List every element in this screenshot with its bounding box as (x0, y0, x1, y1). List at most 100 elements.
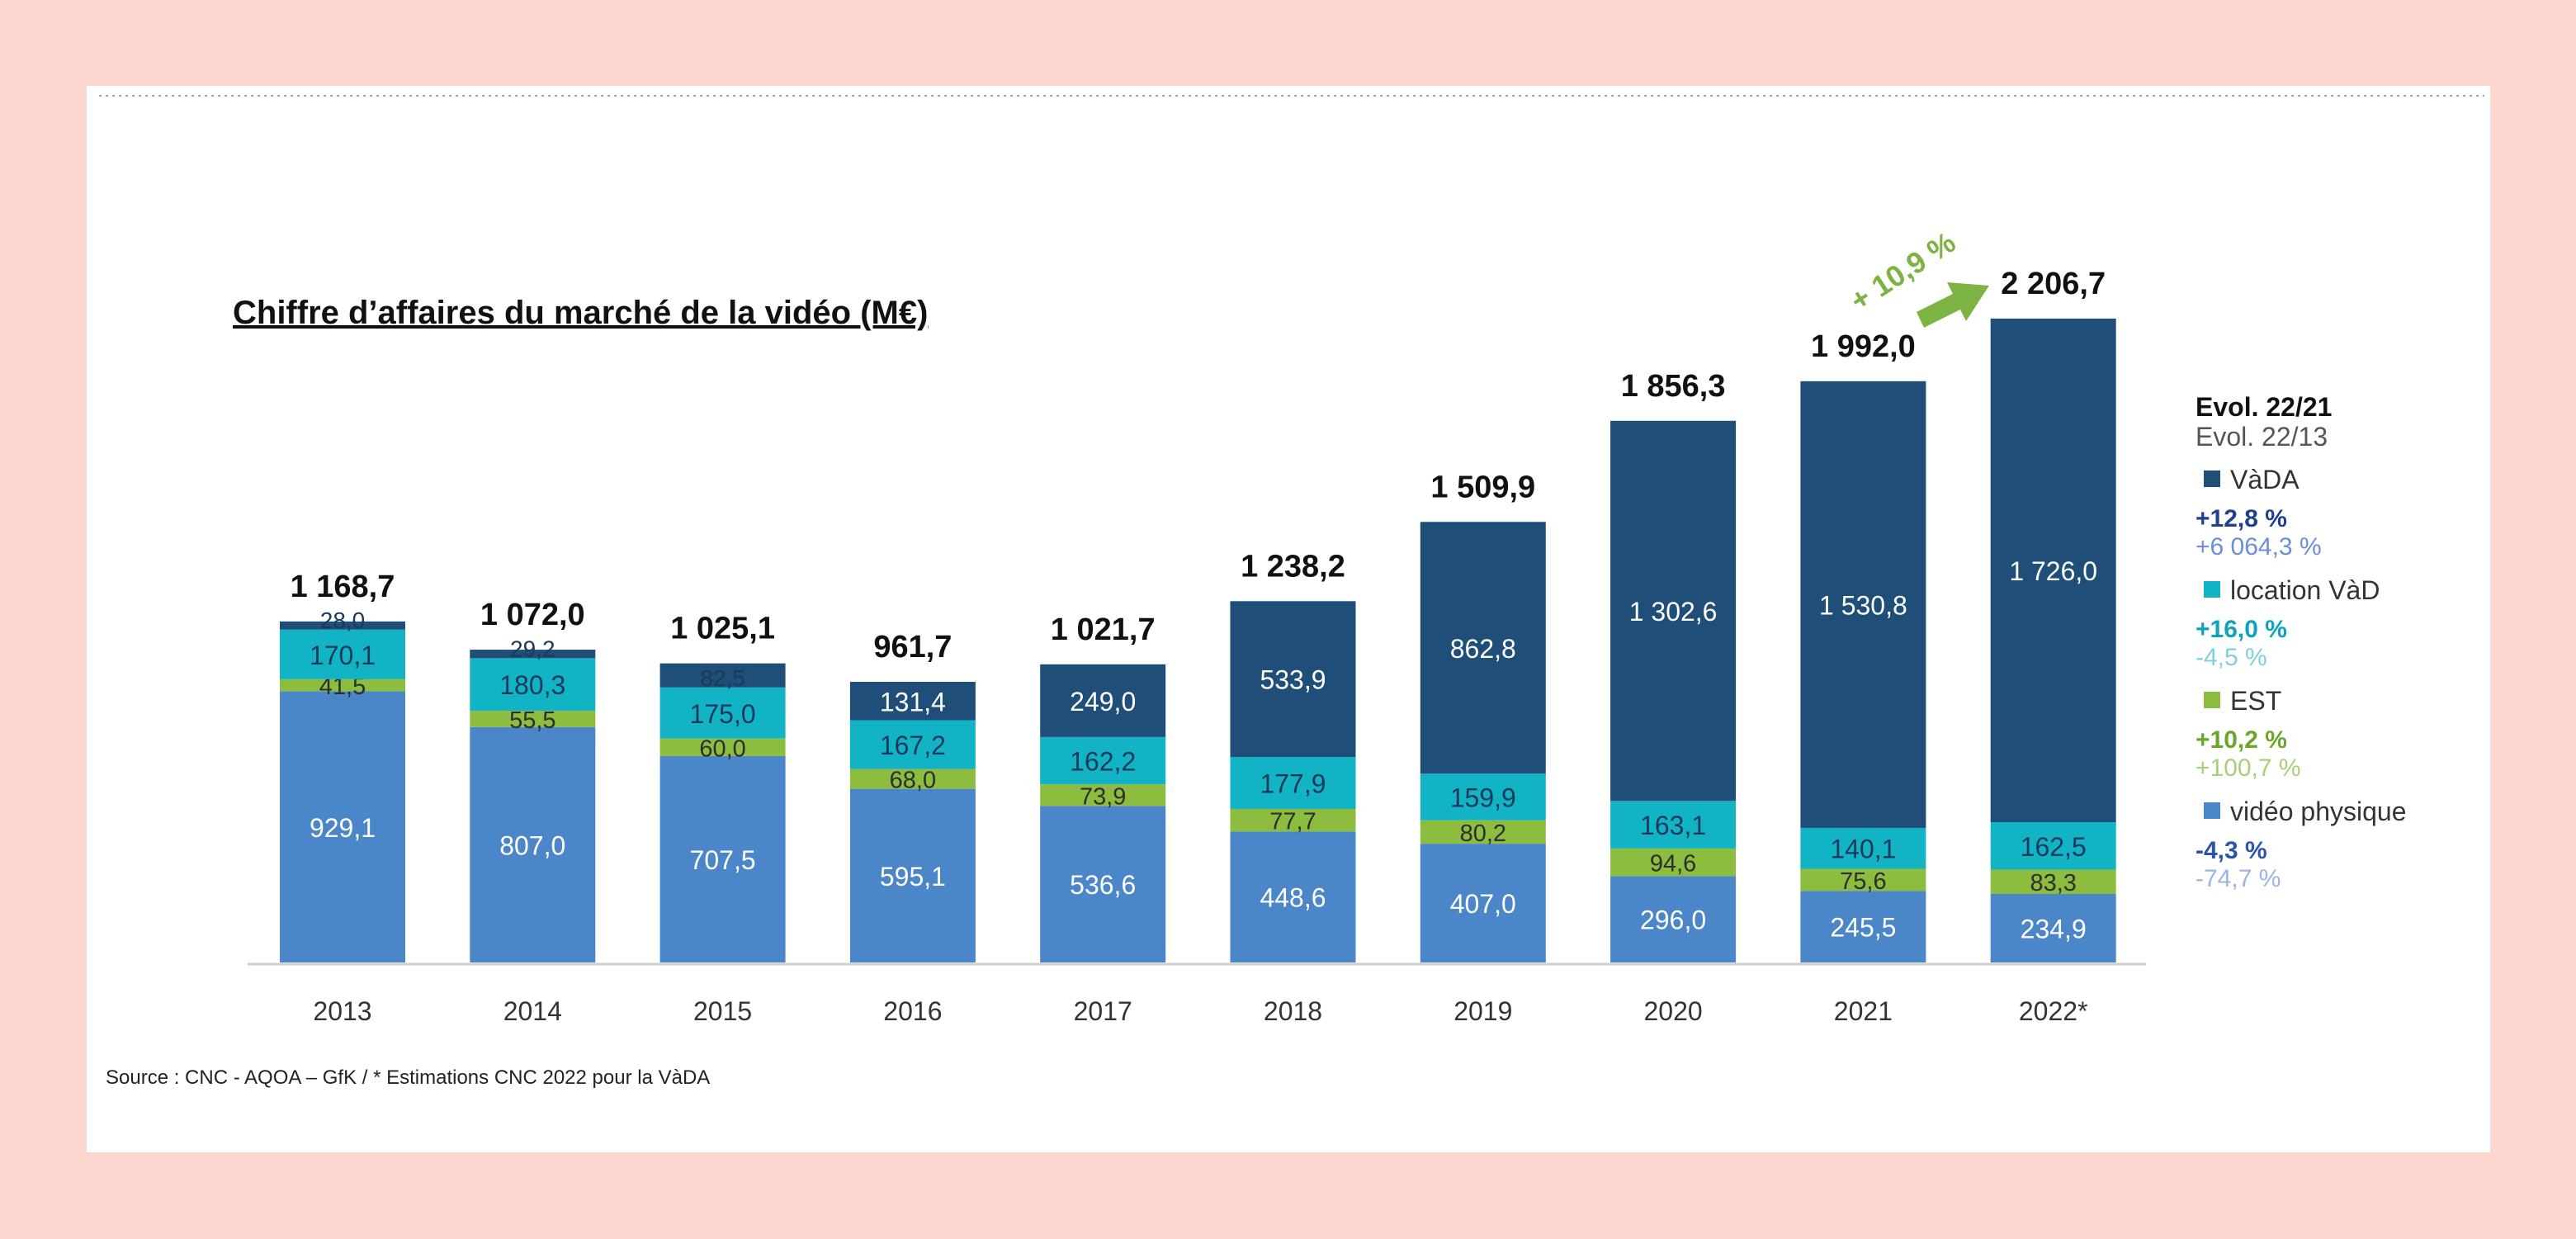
data-label: 180,3 (499, 670, 565, 700)
data-label: 533,9 (1260, 665, 1326, 695)
legend-evol-22-21: +16,0 % (2196, 616, 2287, 643)
bar-segment-vàda-2020 (1610, 420, 1737, 802)
data-label: 929,1 (310, 813, 376, 843)
bar-segment-location-vàd-2013 (280, 629, 405, 679)
bar-segment-est-2017 (1040, 784, 1166, 806)
total-label: 1 992,0 (1811, 329, 1916, 364)
bar-segment-vidéo-physique-2018 (1230, 831, 1356, 962)
data-label: 162,2 (1070, 747, 1136, 777)
data-label: 29,2 (510, 636, 555, 661)
data-label: 163,1 (1640, 811, 1706, 840)
data-label: 55,5 (509, 707, 555, 734)
bar-segment-location-vàd-2017 (1040, 736, 1166, 785)
bar-segment-est-2013 (280, 679, 405, 692)
total-label: 1 072,0 (480, 598, 585, 632)
bar-segment-vàda-2019 (1420, 522, 1546, 774)
x-tick-label: 2014 (503, 996, 562, 1026)
x-tick-label: 2022* (2019, 996, 2088, 1026)
bar-segment-vidéo-physique-2020 (1610, 876, 1737, 962)
data-label: 131,4 (880, 687, 946, 716)
x-tick-label: 2020 (1644, 996, 1703, 1026)
legend-header-1: Evol. 22/21 (2196, 392, 2332, 422)
data-label: 83,3 (2030, 870, 2076, 896)
total-label: 1 856,3 (1621, 369, 1726, 404)
legend-evol-22-13: -4,5 % (2196, 644, 2267, 671)
x-tick-label: 2021 (1834, 996, 1893, 1026)
data-label: 162,5 (2021, 832, 2087, 862)
total-label: 2 206,7 (2001, 267, 2106, 301)
legend-item-label: EST (2230, 686, 2281, 716)
data-label: 167,2 (880, 731, 946, 760)
data-label: 73,9 (1080, 783, 1126, 810)
legend-evol-22-21: +10,2 % (2196, 726, 2287, 754)
data-label: 75,6 (1840, 868, 1886, 895)
bar-segment-vidéo-physique-2022* (1990, 893, 2116, 962)
bar-segment-location-vàd-2022* (1990, 822, 2116, 870)
data-label: 245,5 (1830, 913, 1896, 943)
data-label: 80,2 (1460, 820, 1506, 847)
legend-header-2: Evol. 22/13 (2196, 422, 2328, 452)
bar-segment-location-vàd-2020 (1610, 801, 1737, 849)
bar-segment-vidéo-physique-2019 (1420, 844, 1546, 962)
x-tick-label: 2018 (1264, 996, 1322, 1026)
total-label: 1 025,1 (670, 612, 775, 646)
legend-swatch (2204, 581, 2220, 598)
data-label: 296,0 (1640, 906, 1706, 935)
data-label: 140,1 (1830, 835, 1896, 864)
bar-segment-location-vàd-2019 (1420, 773, 1546, 820)
data-label: 407,0 (1450, 889, 1516, 919)
bar-segment-vàda-2013 (280, 621, 405, 630)
chart-title: Chiffre d’affaires du marché de la vidéo… (233, 295, 928, 331)
legend-swatch (2204, 802, 2220, 819)
bar-segment-vàda-2016 (849, 682, 976, 721)
bar-segment-est-2018 (1230, 808, 1356, 832)
bar-segment-vàda-2021 (1800, 381, 1926, 828)
bar-segment-vidéo-physique-2013 (280, 691, 405, 962)
data-label: 1 726,0 (2009, 556, 2097, 586)
total-label: 1 168,7 (291, 570, 395, 604)
bar-segment-location-vàd-2015 (659, 687, 786, 739)
data-label: 595,1 (880, 862, 946, 891)
bar-segment-est-2022* (1990, 869, 2116, 894)
growth-arrow-group: + 10,9 % (1844, 225, 1989, 328)
bar-segment-vidéo-physique-2017 (1040, 806, 1166, 962)
bar-segment-est-2015 (659, 738, 786, 756)
bar-segment-vidéo-physique-2015 (659, 755, 786, 962)
bar-segment-vàda-2018 (1230, 601, 1356, 758)
bar-segment-est-2020 (1610, 848, 1737, 877)
legend-swatch (2204, 471, 2220, 487)
total-label: 1 021,7 (1051, 612, 1156, 647)
x-tick-label: 2016 (883, 996, 942, 1026)
data-label: 82,5 (700, 665, 745, 691)
data-label: 448,6 (1260, 883, 1326, 913)
bar-segment-vidéo-physique-2014 (470, 726, 596, 962)
legend-item-label: location VàD (2230, 575, 2380, 605)
data-label: 170,1 (310, 641, 376, 670)
x-tick-label: 2017 (1074, 996, 1132, 1026)
bar-segment-vàda-2017 (1040, 664, 1166, 737)
data-label: 707,5 (690, 845, 756, 875)
data-label: 249,0 (1070, 687, 1136, 716)
legend-evol-22-21: +12,8 % (2196, 505, 2287, 532)
data-label: 94,6 (1650, 851, 1696, 877)
data-label: 1 530,8 (1819, 590, 1907, 620)
growth-arrow-icon (1917, 282, 1989, 328)
bar-segment-location-vàd-2016 (849, 720, 976, 769)
data-label: 862,8 (1450, 634, 1516, 664)
total-label: 1 238,2 (1241, 549, 1345, 584)
data-label: 536,6 (1070, 870, 1136, 900)
total-label: 961,7 (873, 630, 952, 664)
bar-segment-location-vàd-2014 (470, 658, 596, 712)
data-label: 177,9 (1260, 769, 1326, 799)
legend-evol-22-21: -4,3 % (2196, 837, 2267, 864)
bar-segment-vidéo-physique-2021 (1800, 891, 1926, 962)
bar-segment-est-2016 (849, 768, 976, 789)
legend-swatch (2204, 692, 2220, 708)
legend-item-label: VàDA (2230, 465, 2299, 494)
data-label: 175,0 (690, 699, 756, 729)
legend-item-label: vidéo physique (2230, 797, 2406, 826)
bar-segment-vàda-2015 (659, 663, 786, 688)
bar-segment-est-2014 (470, 711, 596, 727)
total-label: 1 509,9 (1430, 470, 1535, 504)
